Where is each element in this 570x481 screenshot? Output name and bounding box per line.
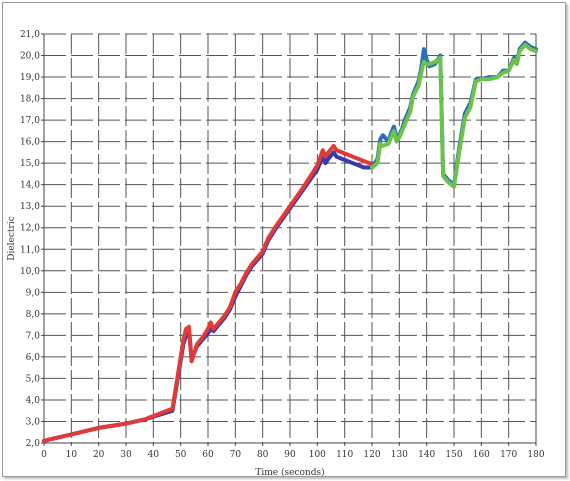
x-tick-label: 90 [284, 450, 296, 460]
x-axis-title: Time (seconds) [255, 467, 324, 478]
x-tick-label: 10 [66, 450, 78, 460]
x-tick-label: 40 [148, 450, 160, 460]
x-tick-label: 0 [41, 450, 47, 460]
y-tick-label: 11,0 [20, 245, 40, 255]
x-tick-label: 170 [500, 450, 517, 460]
x-tick-label: 110 [336, 450, 353, 460]
x-tick-label: 180 [527, 450, 544, 460]
y-tick-label: 20,0 [20, 52, 40, 62]
y-tick-label: 14,0 [20, 181, 40, 191]
x-tick-label: 160 [473, 450, 490, 460]
y-tick-label: 12,0 [20, 224, 40, 234]
grid-lines [44, 33, 536, 443]
y-tick-label: 19,0 [20, 73, 40, 83]
x-tick-label: 50 [175, 450, 187, 460]
y-tick-label: 3,0 [26, 417, 41, 427]
y-tick-label: 2,0 [26, 439, 41, 449]
x-tick-label: 150 [445, 450, 462, 460]
y-tick-label: 17,0 [20, 116, 40, 126]
y-axis-title: Dielectric [7, 216, 17, 261]
x-tick-label: 100 [309, 450, 326, 460]
y-tick-label: 6,0 [26, 353, 41, 363]
y-tick-label: 13,0 [20, 202, 40, 212]
y-tick-label: 7,0 [26, 331, 41, 341]
series-line-2 [42, 143, 374, 443]
x-tick-label: 120 [363, 450, 380, 460]
x-tick-label: 80 [257, 450, 269, 460]
y-tick-label: 18,0 [20, 95, 40, 105]
x-tick-label: 70 [230, 450, 242, 460]
y-tick-label: 9,0 [26, 288, 41, 298]
y-tick-label: 4,0 [26, 396, 41, 406]
x-tick-label: 130 [391, 450, 408, 460]
x-tick-label: 20 [93, 450, 105, 460]
y-tick-label: 10,0 [20, 267, 40, 277]
series-line-4 [370, 42, 538, 189]
y-tick-label: 16,0 [20, 138, 40, 148]
y-tick-label: 8,0 [26, 310, 41, 320]
y-tick-label: 21,0 [20, 30, 40, 40]
x-tick-label: 30 [120, 450, 132, 460]
x-tick-label: 60 [202, 450, 214, 460]
y-tick-label: 15,0 [20, 159, 40, 169]
y-tick-label: 5,0 [26, 374, 41, 384]
chart-frame [2, 2, 566, 477]
x-tick-label: 140 [418, 450, 435, 460]
